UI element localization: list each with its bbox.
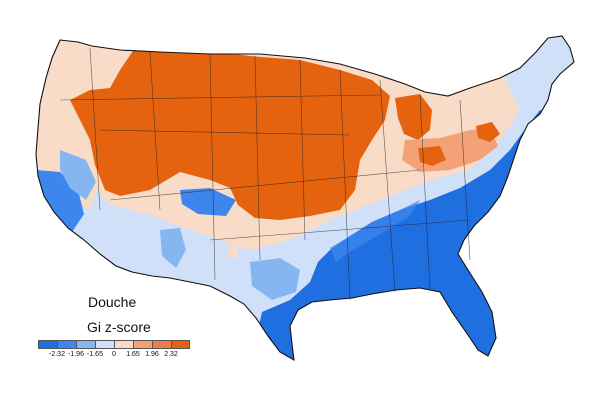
legend-swatch: [38, 340, 57, 349]
region-hot-pa: [476, 122, 500, 142]
legend-tick-label: -1.96: [68, 351, 84, 358]
region-cool-transition: [330, 200, 420, 262]
legend-tick-label: 2.32: [164, 351, 178, 358]
legend-swatch: [114, 340, 133, 349]
region-cool-colorado: [180, 188, 236, 216]
region-hot-plains: [70, 48, 390, 220]
legend-tick-label: 0: [112, 351, 116, 358]
region-cool-texas: [250, 258, 300, 300]
legend-swatch: [171, 340, 190, 349]
state-boundaries: [59, 47, 471, 301]
legend-swatch: [152, 340, 171, 349]
legend-tick-label: 1.96: [145, 351, 159, 358]
region-hot-michigan: [395, 94, 432, 140]
legend-tick-label: -1.65: [87, 351, 103, 358]
legend-swatch: [57, 340, 76, 349]
map-title: Douche: [88, 294, 137, 310]
map-subtitle: Gi z-score: [87, 319, 151, 335]
legend-swatch: [133, 340, 152, 349]
region-lightcool-socal: [60, 150, 96, 200]
legend-ticks: -2.32 -1.96 -1.65 0 1.65 1.96 2.32: [38, 351, 190, 363]
region-cold-southeast: [258, 110, 560, 360]
region-cool-arizona: [160, 228, 186, 268]
region-hot-ohio: [418, 146, 446, 166]
region-warm-nm: [228, 246, 238, 258]
legend-swatch: [76, 340, 95, 349]
legend-tick-label: 1.65: [126, 351, 140, 358]
legend-scale: [38, 340, 190, 349]
legend-swatch: [95, 340, 114, 349]
legend-tick-label: -2.32: [49, 351, 65, 358]
